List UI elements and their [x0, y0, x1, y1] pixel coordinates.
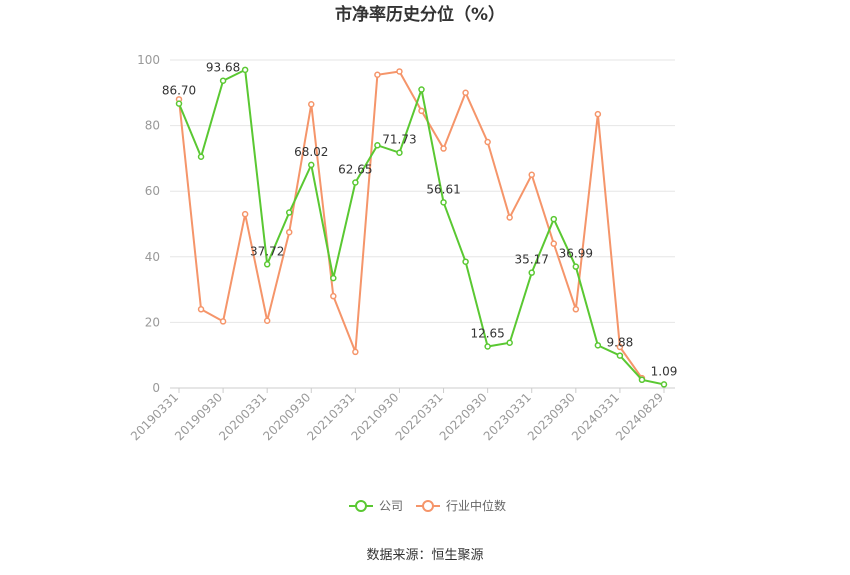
data-label: 1.09	[651, 364, 678, 378]
data-point[interactable]	[285, 228, 293, 236]
source-note: 数据来源：恒生聚源	[366, 548, 483, 563]
data-point[interactable]	[462, 89, 469, 97]
data-label: 56.61	[426, 182, 460, 196]
chart-title: 市净率历史分位（%）	[335, 4, 505, 25]
y-tick-label: 80	[145, 119, 160, 133]
data-point[interactable]	[616, 352, 624, 359]
data-label: 9.88	[607, 336, 634, 350]
data-label: 62.65	[338, 163, 372, 177]
data-point[interactable]	[572, 263, 580, 270]
data-point[interactable]	[506, 214, 513, 221]
data-point[interactable]	[374, 142, 381, 149]
data-point[interactable]	[396, 149, 403, 156]
data-point[interactable]	[528, 269, 535, 276]
data-label: 86.70	[162, 84, 196, 98]
data-point[interactable]	[440, 145, 447, 152]
data-point[interactable]	[572, 306, 580, 313]
data-point[interactable]	[308, 101, 315, 108]
legend-swatch-marker	[355, 500, 367, 512]
data-label: 36.99	[559, 247, 593, 261]
data-point[interactable]	[219, 77, 227, 84]
data-point[interactable]	[594, 110, 602, 118]
series-group	[175, 66, 668, 388]
data-point[interactable]	[484, 343, 491, 350]
data-point[interactable]	[330, 274, 337, 282]
data-point[interactable]	[285, 209, 293, 216]
y-tick-label: 60	[145, 184, 160, 198]
series-line-0	[178, 68, 665, 386]
data-label: 71.73	[382, 133, 416, 147]
data-point[interactable]	[550, 240, 558, 247]
series-line-1	[178, 70, 643, 379]
data-point[interactable]	[241, 210, 249, 218]
data-point[interactable]	[440, 199, 447, 206]
data-label: 12.65	[470, 327, 504, 341]
y-tick-label: 40	[145, 250, 160, 264]
y-axis: 0 20 40 60 80 100	[137, 53, 160, 395]
data-point[interactable]	[330, 292, 337, 300]
x-tick-label: 20240829	[613, 390, 666, 443]
data-point[interactable]	[197, 153, 205, 161]
data-point[interactable]	[616, 343, 624, 351]
data-point[interactable]	[396, 68, 403, 75]
data-point[interactable]	[550, 215, 558, 223]
data-point[interactable]	[241, 66, 249, 74]
legend[interactable]: 公司 行业中位数	[349, 498, 506, 513]
data-point[interactable]	[374, 71, 381, 79]
y-tick-label: 0	[152, 381, 160, 395]
data-point[interactable]	[594, 342, 602, 349]
data-point[interactable]	[638, 376, 646, 384]
data-point[interactable]	[197, 306, 205, 313]
data-point[interactable]	[352, 179, 359, 186]
data-label: 68.02	[294, 145, 328, 159]
data-point[interactable]	[263, 261, 271, 268]
legend-item-1[interactable]: 行业中位数	[446, 498, 506, 513]
data-point[interactable]	[660, 381, 668, 388]
data-labels: 86.70 93.68 37.72 68.02 62.65 71.73 56.61 12.65…	[162, 61, 678, 379]
legend-swatch-marker	[422, 500, 434, 512]
data-point[interactable]	[462, 258, 469, 265]
data-point[interactable]	[352, 348, 359, 356]
data-point[interactable]	[263, 317, 271, 325]
data-point[interactable]	[418, 107, 425, 115]
data-point[interactable]	[418, 86, 425, 93]
x-axis: 2019033120190930202003312020093020210331…	[128, 387, 675, 443]
data-point[interactable]	[484, 138, 491, 146]
data-point[interactable]	[219, 318, 227, 325]
legend-item-0[interactable]: 公司	[379, 499, 403, 513]
data-point[interactable]	[308, 161, 315, 169]
data-label: 35.17	[515, 253, 549, 267]
y-tick-label: 100	[137, 53, 160, 67]
y-tick-label: 20	[145, 315, 160, 329]
data-label: 37.72	[250, 244, 284, 258]
data-point[interactable]	[528, 171, 535, 179]
data-point[interactable]	[175, 100, 183, 107]
data-label: 93.68	[206, 61, 240, 75]
data-point[interactable]	[506, 339, 513, 346]
